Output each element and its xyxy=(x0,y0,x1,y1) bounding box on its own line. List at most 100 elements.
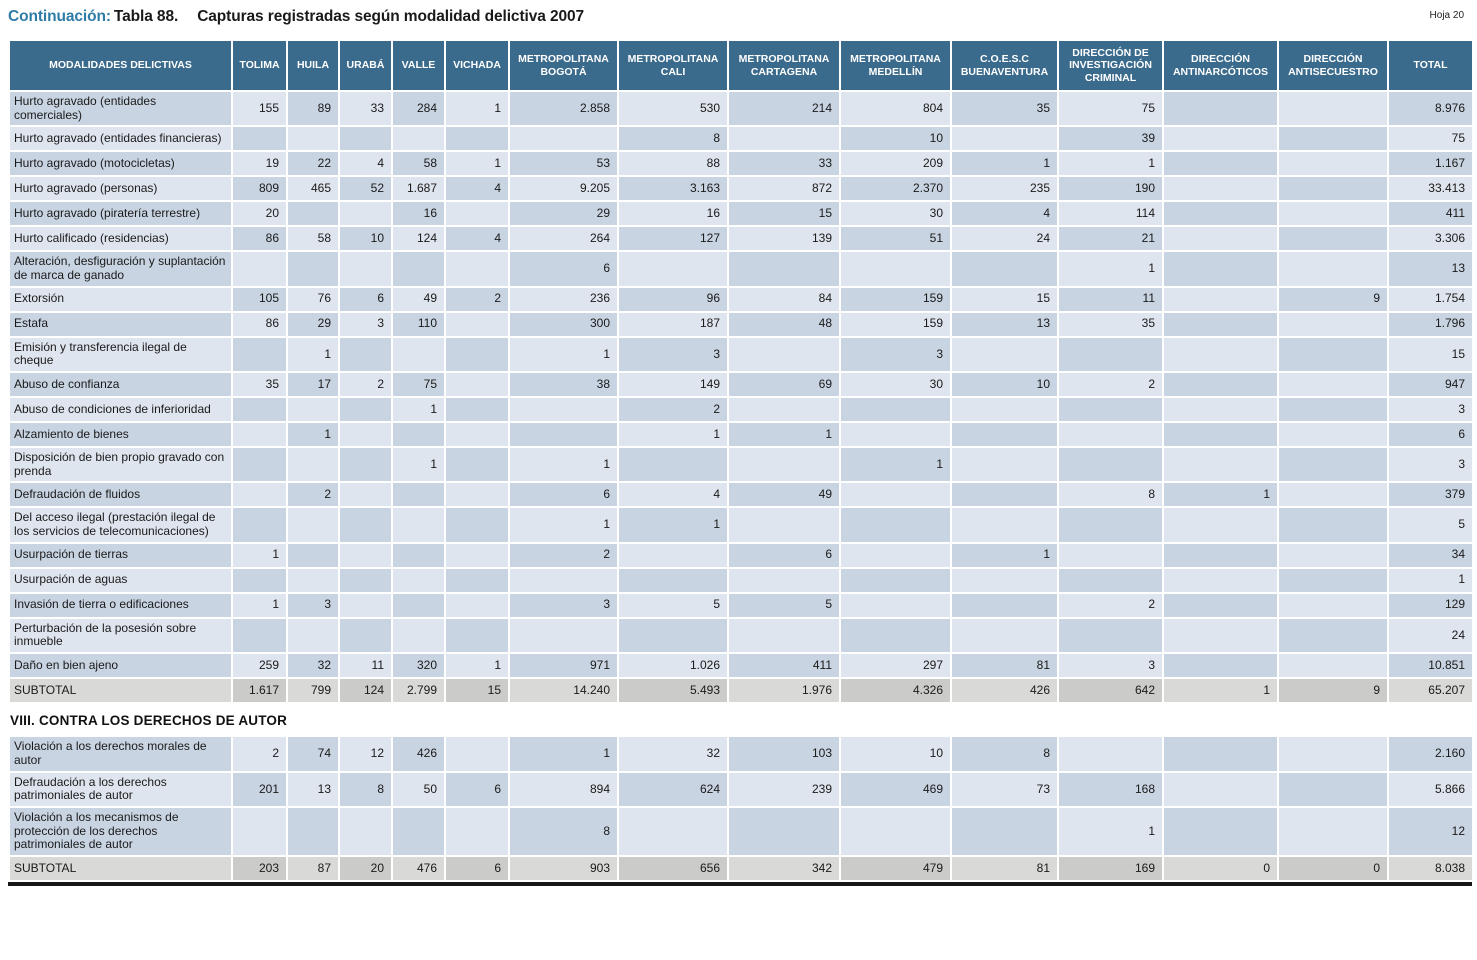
row-label: Violación a los derechos morales de auto… xyxy=(8,735,233,773)
value-cell xyxy=(444,396,510,424)
value-cell: 971 xyxy=(508,652,619,680)
value-cell xyxy=(950,396,1059,424)
value-cell xyxy=(231,616,288,655)
value-cell: 75 xyxy=(1387,125,1474,153)
page-title: Continuación: Tabla 88. Capturas registrad… xyxy=(8,8,584,26)
row-label: Alzamiento de bienes xyxy=(8,421,233,449)
value-cell xyxy=(1277,652,1389,680)
value-cell xyxy=(1057,421,1164,449)
value-cell: 15 xyxy=(444,677,510,705)
value-cell xyxy=(1162,541,1279,569)
value-cell: 1 xyxy=(444,150,510,178)
row-label: Extorsión xyxy=(8,285,233,313)
bottom-rule xyxy=(8,882,1472,887)
value-cell xyxy=(617,806,729,858)
value-cell: 58 xyxy=(286,225,340,253)
column-header: HUILA xyxy=(286,39,340,92)
value-cell: 342 xyxy=(727,855,841,883)
value-cell xyxy=(1277,371,1389,399)
value-cell xyxy=(338,616,393,655)
value-cell: 81 xyxy=(950,855,1059,883)
value-cell xyxy=(391,541,446,569)
value-cell xyxy=(444,735,510,773)
value-cell xyxy=(391,566,446,594)
column-header: MODALIDADES DELICTIVAS xyxy=(8,39,233,92)
value-cell xyxy=(1162,591,1279,619)
value-cell: 74 xyxy=(286,735,340,773)
value-cell: 9 xyxy=(1277,677,1389,705)
value-cell xyxy=(1057,541,1164,569)
value-cell xyxy=(231,125,288,153)
value-cell: 124 xyxy=(338,677,393,705)
value-cell: 33.413 xyxy=(1387,175,1474,203)
value-cell xyxy=(338,421,393,449)
value-cell: 17 xyxy=(286,371,340,399)
value-cell xyxy=(1277,446,1389,484)
value-cell: 235 xyxy=(950,175,1059,203)
value-cell xyxy=(286,396,340,424)
value-cell: 411 xyxy=(1387,200,1474,228)
value-cell xyxy=(839,481,952,509)
sheet-label: Hoja 20 xyxy=(1429,10,1464,21)
table-row: Hurto agravado (piratería terrestre) 20 16… xyxy=(8,200,1474,228)
value-cell: 1 xyxy=(508,446,619,484)
table-row: Hurto agravado (motocicletas) 19 22 4 58 1 53 8… xyxy=(8,150,1474,178)
value-cell xyxy=(727,806,841,858)
value-cell xyxy=(338,335,393,374)
value-cell: 656 xyxy=(617,855,729,883)
value-cell xyxy=(839,591,952,619)
value-cell: 32 xyxy=(617,735,729,773)
value-cell: 13 xyxy=(950,310,1059,338)
value-cell: 4 xyxy=(617,481,729,509)
value-cell: 15 xyxy=(1387,335,1474,374)
value-cell xyxy=(1162,175,1279,203)
column-header: TOTAL xyxy=(1387,39,1474,92)
value-cell: 1.617 xyxy=(231,677,288,705)
value-cell xyxy=(338,541,393,569)
value-cell: 129 xyxy=(1387,591,1474,619)
value-cell xyxy=(508,566,619,594)
value-cell: 0 xyxy=(1277,855,1389,883)
column-header: C.O.E.S.C BUENAVENTURA xyxy=(950,39,1059,92)
value-cell: 1 xyxy=(444,89,510,128)
value-cell xyxy=(444,200,510,228)
row-label: Violación a los mecanismos de protección… xyxy=(8,806,233,858)
value-cell: 33 xyxy=(727,150,841,178)
table-row: Invasión de tierra o edificaciones 1 3 3 5 5 2… xyxy=(8,591,1474,619)
value-cell xyxy=(1057,335,1164,374)
value-cell: 38 xyxy=(508,371,619,399)
value-cell xyxy=(1162,506,1279,544)
value-cell: 32 xyxy=(286,652,340,680)
value-cell: 5 xyxy=(1387,506,1474,544)
value-cell: 124 xyxy=(391,225,446,253)
value-cell: 236 xyxy=(508,285,619,313)
value-cell xyxy=(444,250,510,288)
value-cell: 1.167 xyxy=(1387,150,1474,178)
value-cell: 58 xyxy=(391,150,446,178)
value-cell xyxy=(1162,806,1279,858)
value-cell xyxy=(338,806,393,858)
value-cell xyxy=(286,250,340,288)
subtotal-row: SUBTOTAL 1.617 799 124 2.799 15 14.240 5.493 1.9… xyxy=(8,677,1474,705)
value-cell xyxy=(391,591,446,619)
row-label: Perturbación de la posesión sobre inmueb… xyxy=(8,616,233,655)
value-cell xyxy=(286,566,340,594)
value-cell xyxy=(444,421,510,449)
value-cell xyxy=(950,335,1059,374)
value-cell xyxy=(1162,421,1279,449)
value-cell: 1 xyxy=(391,396,446,424)
value-cell xyxy=(391,421,446,449)
value-cell xyxy=(1277,150,1389,178)
value-cell xyxy=(444,481,510,509)
value-cell xyxy=(727,250,841,288)
value-cell xyxy=(950,250,1059,288)
value-cell: 6 xyxy=(727,541,841,569)
value-cell: 809 xyxy=(231,175,288,203)
value-cell xyxy=(1057,735,1164,773)
value-cell xyxy=(727,125,841,153)
value-cell: 8 xyxy=(950,735,1059,773)
value-cell: 3.306 xyxy=(1387,225,1474,253)
value-cell: 3 xyxy=(286,591,340,619)
value-cell: 642 xyxy=(1057,677,1164,705)
